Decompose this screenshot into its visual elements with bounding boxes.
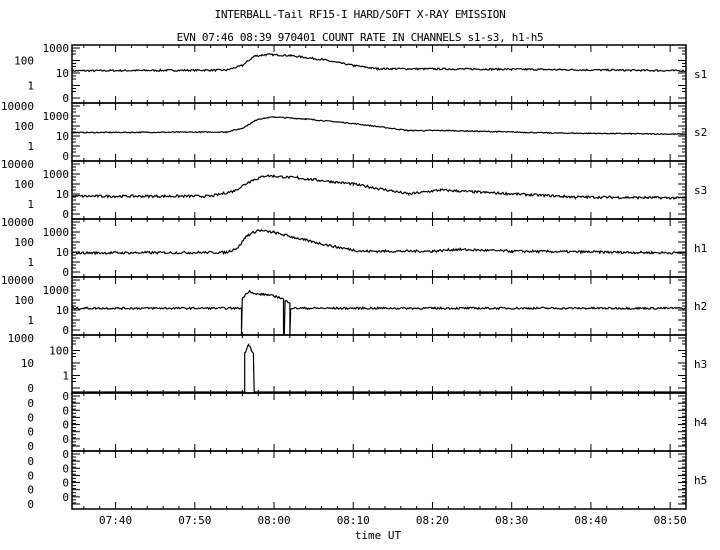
y-tick-label: 0 xyxy=(62,390,69,403)
panel-label-h3: h3 xyxy=(694,358,707,371)
series-line-h1 xyxy=(71,228,687,256)
y-tick-label: 0 xyxy=(62,462,69,475)
y-tick-label: 1000 xyxy=(43,168,70,181)
y-tick-label: 0 xyxy=(62,404,69,417)
y-tick-label: 10 xyxy=(56,304,69,317)
y-tick-label: 100 xyxy=(14,178,34,191)
y-tick-label: 1 xyxy=(27,314,34,327)
y-tick-label: 1000 xyxy=(43,284,70,297)
y-tick-label: 10 xyxy=(56,246,69,259)
panel-frame-h2 xyxy=(71,276,687,336)
y-tick-label: 0 xyxy=(27,498,34,511)
x-tick-label: 08:10 xyxy=(337,514,370,527)
panel-label-s1: s1 xyxy=(694,68,707,81)
x-tick-label: 08:00 xyxy=(257,514,290,527)
y-tick-label: 100 xyxy=(14,55,34,68)
y-tick-label: 0 xyxy=(27,484,34,497)
y-tick-label: 10 xyxy=(56,130,69,143)
y-tick-label: 0 xyxy=(27,382,34,395)
x-axis-label: time UT xyxy=(355,529,402,542)
y-tick-label: 1000 xyxy=(8,332,35,345)
series-line-h2 xyxy=(71,289,687,335)
panel-label-h5: h5 xyxy=(694,474,707,487)
panel-frame-h5 xyxy=(71,450,687,510)
x-tick-label: 08:30 xyxy=(495,514,528,527)
y-tick-label: 0 xyxy=(27,440,34,453)
panel-frame-h1 xyxy=(71,218,687,278)
y-tick-label: 1 xyxy=(62,370,69,383)
y-tick-label: 1 xyxy=(27,198,34,211)
panel-frame-h4 xyxy=(71,392,687,452)
series-line-s2 xyxy=(71,116,687,136)
y-tick-label: 0 xyxy=(27,469,34,482)
y-tick-label: 0 xyxy=(27,397,34,410)
y-tick-label: 0 xyxy=(27,455,34,468)
y-tick-label: 10000 xyxy=(1,100,34,113)
y-tick-label: 0 xyxy=(62,419,69,432)
y-tick-label: 0 xyxy=(62,491,69,504)
y-tick-label: 0 xyxy=(27,426,34,439)
y-tick-label: 1000 xyxy=(43,226,70,239)
panel-label-h4: h4 xyxy=(694,416,708,429)
x-tick-label: 08:40 xyxy=(574,514,607,527)
chart-title: INTERBALL-Tail RF15-I HARD/SOFT X-RAY EM… xyxy=(214,8,506,21)
panel-label-s2: s2 xyxy=(694,126,707,139)
series-line-s3 xyxy=(71,173,687,201)
panel-label-h1: h1 xyxy=(694,242,707,255)
y-tick-label: 0 xyxy=(27,411,34,424)
y-tick-label: 0 xyxy=(62,448,69,461)
y-tick-label: 100 xyxy=(49,345,69,358)
y-tick-label: 0 xyxy=(62,324,69,337)
y-tick-label: 1 xyxy=(27,256,34,269)
y-tick-label: 10 xyxy=(21,357,34,370)
y-tick-label: 10 xyxy=(56,67,69,80)
panel-frame-s1 xyxy=(71,44,687,104)
panel-label-h2: h2 xyxy=(694,300,707,313)
x-tick-label: 07:40 xyxy=(99,514,132,527)
chart-subtitle: EVN 07:46 08:39 970401 COUNT RATE IN CHA… xyxy=(176,31,544,44)
series-line-h3 xyxy=(72,342,686,393)
y-tick-label: 0 xyxy=(62,92,69,105)
y-tick-label: 1000 xyxy=(43,42,70,55)
y-tick-label: 100 xyxy=(14,120,34,133)
y-tick-label: 0 xyxy=(62,150,69,163)
y-tick-label: 0 xyxy=(62,208,69,221)
x-tick-label: 08:20 xyxy=(416,514,449,527)
y-tick-label: 10 xyxy=(56,188,69,201)
y-tick-label: 0 xyxy=(62,477,69,490)
y-tick-label: 1000 xyxy=(43,110,70,123)
y-tick-label: 1 xyxy=(27,80,34,93)
y-tick-label: 10000 xyxy=(1,216,34,229)
x-tick-label: 07:50 xyxy=(178,514,211,527)
y-tick-label: 100 xyxy=(14,294,34,307)
y-tick-label: 10000 xyxy=(1,158,34,171)
y-tick-label: 0 xyxy=(62,433,69,446)
y-tick-label: 10000 xyxy=(1,274,34,287)
panel-label-s3: s3 xyxy=(694,184,707,197)
y-tick-label: 0 xyxy=(62,266,69,279)
y-tick-label: 1 xyxy=(27,140,34,153)
x-tick-label: 08:50 xyxy=(654,514,687,527)
y-tick-label: 100 xyxy=(14,236,34,249)
series-line-s1 xyxy=(71,53,687,73)
panel-frame-h3 xyxy=(71,334,687,394)
